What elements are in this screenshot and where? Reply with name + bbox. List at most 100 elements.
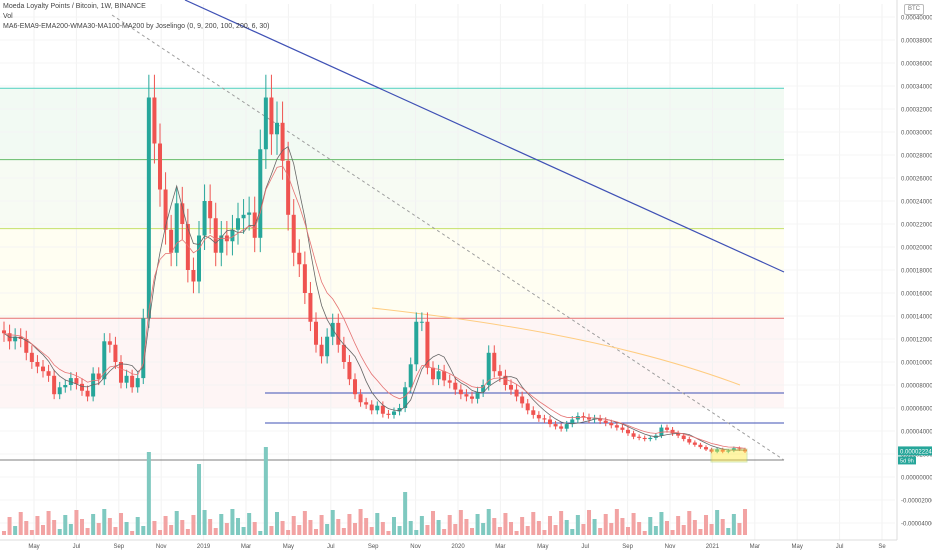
x-tick-label: Se — [878, 544, 886, 550]
candle — [79, 383, 85, 391]
volume-bar — [559, 511, 564, 535]
volume-bar — [720, 519, 725, 535]
candle — [274, 122, 280, 135]
candle — [408, 364, 413, 388]
candle — [24, 339, 29, 353]
candle — [280, 122, 285, 161]
volume-bar — [542, 530, 547, 535]
volume-bar — [469, 528, 475, 535]
volume-bar — [325, 524, 330, 535]
volume-bar — [492, 518, 497, 535]
volume-bar — [297, 525, 302, 535]
candle — [659, 427, 664, 436]
candle — [157, 143, 163, 190]
volume-bar — [185, 529, 190, 535]
zone-band — [0, 318, 784, 408]
candle — [196, 235, 202, 282]
x-tick-label: Sep — [368, 544, 379, 550]
candle — [419, 321, 424, 323]
candle — [503, 375, 508, 385]
candle — [241, 214, 246, 219]
volume-bar — [107, 518, 112, 535]
y-tick-label: 0.00040000 — [901, 16, 932, 22]
current-price-tag — [898, 446, 932, 456]
y-tick-label: 0.00028000 — [901, 154, 932, 160]
volume-bar — [358, 509, 363, 535]
candle — [269, 97, 274, 135]
volume-bar — [514, 531, 519, 535]
x-tick-label: Nov — [410, 544, 421, 550]
candle — [664, 427, 670, 430]
candle — [258, 149, 263, 238]
volume-bar — [391, 517, 397, 535]
candle — [637, 436, 642, 438]
volume-bar — [274, 512, 280, 535]
volume-bar — [163, 516, 168, 535]
volume-bar — [191, 515, 196, 535]
zone-band — [0, 228, 784, 319]
volume-bar — [341, 528, 346, 535]
volume-bar — [531, 512, 536, 535]
candle — [425, 321, 430, 368]
volume-bar — [7, 517, 12, 535]
x-tick-label: May — [283, 544, 294, 550]
candle — [475, 391, 480, 399]
candle — [208, 201, 213, 219]
volume-bar — [169, 525, 174, 535]
volume-bar — [302, 511, 307, 535]
volume-bar — [442, 529, 447, 535]
volume-bar — [553, 525, 558, 535]
volume-bar — [85, 528, 90, 535]
candle — [263, 97, 268, 150]
candle — [213, 218, 218, 253]
volume-bar — [24, 521, 29, 535]
volume-bar — [364, 518, 369, 535]
y-tick-label: 0.00034000 — [901, 85, 932, 91]
volume-bar — [74, 510, 79, 535]
volume-bar — [13, 526, 18, 535]
candle — [709, 449, 714, 452]
y-tick-label: 0.00036000 — [901, 62, 932, 68]
volume-bar — [52, 520, 57, 535]
y-tick-label: 0.00012000 — [901, 338, 932, 344]
y-tick-label: -0.00004000 — [901, 522, 932, 528]
candle — [726, 450, 731, 452]
trend-line-blue — [184, 0, 785, 273]
y-tick-label: -0.00002000 — [901, 499, 932, 505]
currency-badge[interactable]: BTC — [904, 4, 924, 15]
highlight-box — [710, 448, 748, 463]
volume-bar — [18, 512, 23, 535]
candle — [369, 404, 374, 411]
candle — [737, 448, 742, 450]
volume-bar — [486, 509, 491, 535]
y-tick-label: 0.00032000 — [901, 108, 932, 114]
volume-bar — [46, 511, 51, 535]
volume-label: Vol — [3, 13, 13, 20]
volume-bar — [737, 523, 742, 535]
candle — [325, 336, 330, 357]
candle — [358, 394, 363, 403]
candle — [520, 396, 525, 404]
y-tick-label: 0.00020000 — [901, 246, 932, 252]
current-price-label: 0.00002224 — [900, 449, 932, 455]
candle — [364, 402, 369, 405]
candle — [347, 362, 352, 380]
candle — [336, 322, 341, 345]
candle — [29, 352, 34, 362]
candle — [631, 433, 636, 437]
candle — [430, 367, 436, 380]
volume-bar — [208, 519, 213, 535]
volume-bar — [96, 523, 101, 535]
volume-bar — [464, 519, 469, 535]
candle — [625, 429, 631, 434]
volume-bar — [336, 519, 341, 535]
candle — [224, 235, 229, 242]
volume-bar — [124, 522, 129, 535]
volume-bar — [79, 519, 85, 535]
candle — [130, 375, 135, 388]
x-tick-label: Mar — [495, 544, 505, 550]
volume-bar — [130, 531, 135, 535]
volume-bar — [419, 516, 424, 535]
